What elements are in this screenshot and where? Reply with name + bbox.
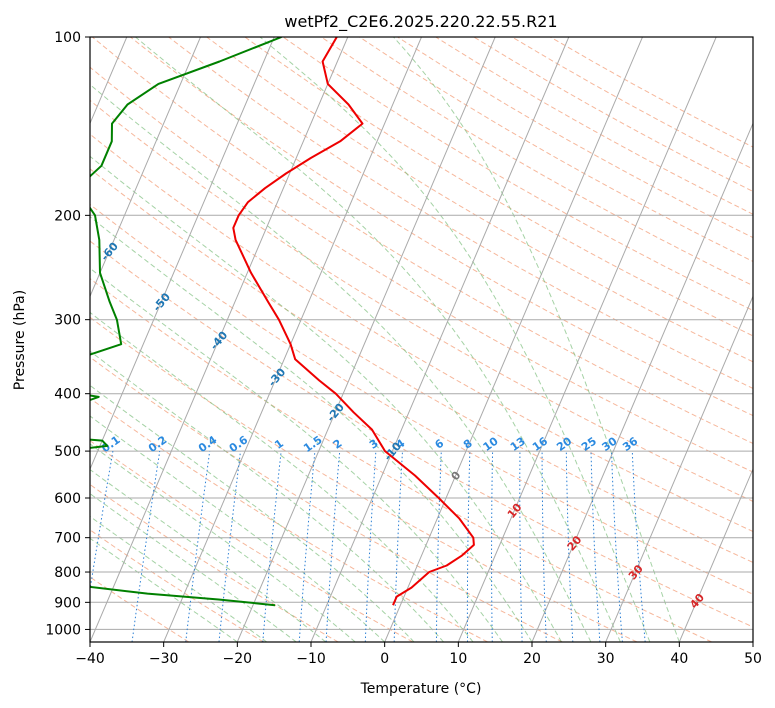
isotherm <box>457 37 717 642</box>
x-tick-label: 10 <box>449 651 467 667</box>
mixing-ratio-line <box>185 451 211 642</box>
plot-frame <box>89 36 754 643</box>
moist-adiabat <box>90 267 503 642</box>
y-tick-label: 300 <box>54 313 81 329</box>
x-tick-label: 40 <box>670 651 688 667</box>
x-tick-label: 0 <box>380 651 389 667</box>
y-tick-label: 700 <box>54 531 81 547</box>
x-tick-label: −40 <box>75 651 105 667</box>
mixing-ratio-line <box>218 451 241 642</box>
dry-adiabat <box>244 37 753 337</box>
x-axis-label: Temperature (°C) <box>360 681 482 697</box>
isotherm <box>90 37 275 471</box>
chart-title: wetPf2_C2E6.2025.220.22.55.R21 <box>284 12 557 32</box>
isotherm <box>384 37 643 642</box>
dry-adiabat <box>90 99 753 502</box>
moist-adiabat <box>90 415 386 642</box>
x-tick-label: −10 <box>296 651 326 667</box>
mixing-ratio-line <box>90 451 114 593</box>
isotherm <box>605 295 753 642</box>
dry-adiabat <box>206 37 753 363</box>
isotherm <box>310 37 570 642</box>
x-tick-label: 50 <box>744 651 762 667</box>
mixing-ratio-line <box>131 451 161 642</box>
x-tick-label: 30 <box>597 651 615 667</box>
moist-adiabat <box>90 83 592 642</box>
x-tick-label: −20 <box>223 651 253 667</box>
y-tick-label: 400 <box>54 387 81 403</box>
isotherm <box>531 122 753 642</box>
dry-adiabat <box>168 37 753 389</box>
mixing-ratio-line <box>298 451 316 642</box>
moist-adiabat <box>90 350 444 642</box>
dry-adiabat <box>90 316 638 642</box>
isotherm <box>163 37 422 642</box>
dry-adiabat <box>90 397 488 642</box>
dry-adiabat <box>90 529 264 642</box>
moist-adiabat <box>90 311 474 642</box>
isotherm <box>236 37 496 642</box>
y-tick-label: 1000 <box>45 622 81 638</box>
dry-adiabat <box>90 483 339 642</box>
y-tick-label: 200 <box>54 208 81 224</box>
y-tick-label: 800 <box>54 565 81 581</box>
isotherm <box>90 37 201 298</box>
y-tick-label: 100 <box>54 30 81 46</box>
y-tick-label: 500 <box>54 444 81 460</box>
y-tick-label: 600 <box>54 491 81 507</box>
y-tick-label: 900 <box>54 595 81 611</box>
moist-adiabat <box>90 443 356 642</box>
dry-adiabat <box>90 278 712 642</box>
y-axis-label: Pressure (hPa) <box>12 290 28 390</box>
dry-adiabat <box>90 133 753 533</box>
mixing-ratio-line <box>262 451 282 642</box>
mixing-ratio-line <box>631 451 646 642</box>
x-tick-label: −30 <box>149 651 179 667</box>
dry-adiabat <box>282 37 753 312</box>
isotherm <box>90 37 349 642</box>
dry-adiabat <box>90 66 753 473</box>
moist-adiabat <box>90 155 562 642</box>
isotherm <box>678 467 753 642</box>
dry-adiabat <box>90 203 753 595</box>
temperature-profile <box>232 37 475 606</box>
dry-adiabat <box>90 356 563 642</box>
moist-adiabat <box>135 37 621 642</box>
dry-adiabat <box>90 168 753 563</box>
moist-adiabat <box>393 37 680 642</box>
x-tick-label: 20 <box>523 651 541 667</box>
moist-adiabat <box>90 515 268 642</box>
moist-adiabat <box>90 384 415 642</box>
dry-adiabat <box>90 240 753 628</box>
moist-adiabat <box>90 537 238 642</box>
moist-adiabat <box>90 468 327 642</box>
moist-adiabat <box>90 216 533 642</box>
